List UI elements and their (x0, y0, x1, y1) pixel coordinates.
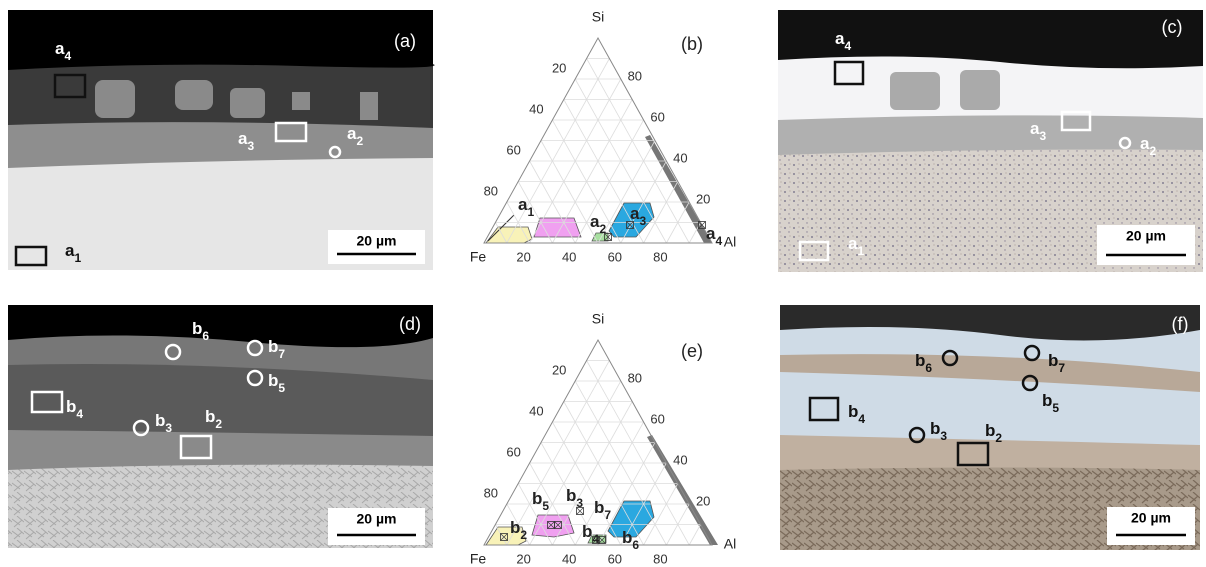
panel-label: (a) (394, 31, 416, 51)
marker-letter: b (985, 421, 995, 440)
marker-letter: b (155, 411, 165, 430)
marker-letter: b (622, 528, 632, 547)
tick-label: 80 (653, 249, 667, 264)
marker-label: b5 (532, 489, 549, 513)
marker-index: 2 (1149, 144, 1156, 158)
marker-index: 4 (715, 234, 722, 248)
marker-letter: b (594, 498, 604, 517)
marker-index: 1 (857, 244, 864, 258)
marker-letter: b (1048, 351, 1058, 370)
figure: (a)20 µma4a3a2a1(c)20 µma4a3a2a1(d)20 µm… (0, 0, 1206, 567)
marker-index: 4 (76, 407, 83, 421)
marker-index: 4 (858, 412, 865, 426)
marker-label: b3 (566, 486, 583, 510)
panel-label: (d) (399, 314, 421, 334)
vertex-label: Fe (470, 551, 487, 567)
marker-letter: b (205, 407, 215, 426)
marker-letter: b (848, 402, 858, 421)
tick-label: 80 (628, 370, 642, 385)
vertex-label: Fe (470, 249, 487, 265)
tick-label: 20 (516, 551, 530, 566)
marker-index: 2 (356, 134, 363, 148)
tick-label: 60 (506, 444, 520, 459)
scale-text: 20 µm (1126, 228, 1166, 244)
tick-label: 40 (529, 101, 543, 116)
marker-label: a1 (518, 195, 534, 219)
marker-index: 4 (592, 532, 599, 546)
scale-text: 20 µm (357, 511, 397, 527)
marker-index: 6 (925, 361, 932, 375)
tick-label: 20 (552, 60, 566, 75)
tick-label: 80 (484, 485, 498, 500)
marker-index: 5 (278, 381, 285, 395)
marker-index: 7 (278, 347, 285, 361)
tick-label: 40 (562, 551, 576, 566)
marker-index: 3 (247, 139, 254, 153)
tick-label: 20 (696, 493, 710, 508)
tick-label: 20 (696, 191, 710, 206)
marker-index: 3 (940, 429, 947, 443)
vertex-label: Al (724, 234, 736, 250)
tick-label: 60 (608, 551, 622, 566)
marker-letter: b (510, 518, 520, 537)
marker-index: 4 (64, 49, 71, 63)
vertex-label: Si (592, 9, 604, 25)
marker-index: 2 (995, 431, 1002, 445)
marker-index: 3 (1039, 129, 1046, 143)
tick-label: 60 (650, 411, 664, 426)
tick-label: 40 (562, 249, 576, 264)
tick-label: 80 (484, 183, 498, 198)
tick-label: 60 (650, 109, 664, 124)
marker-index: 7 (604, 508, 611, 522)
panel-label: (c) (1162, 17, 1183, 37)
tick-label: 40 (529, 403, 543, 418)
marker-index: 2 (520, 528, 527, 542)
marker-index: 6 (202, 329, 209, 343)
scale-text: 20 µm (357, 233, 397, 249)
panel-label: (f) (1172, 314, 1189, 334)
marker-letter: b (66, 397, 76, 416)
marker-index: 3 (576, 496, 583, 510)
marker-index: 7 (1058, 361, 1065, 375)
marker-index: 6 (632, 538, 639, 552)
marker-index: 2 (215, 417, 222, 431)
marker-index: 2 (599, 222, 606, 236)
panel-label: (e) (681, 341, 703, 361)
tick-label: 20 (552, 362, 566, 377)
marker-letter: b (268, 371, 278, 390)
marker-index: 5 (1052, 401, 1059, 415)
marker-letter: b (532, 489, 542, 508)
marker-index: 3 (165, 421, 172, 435)
marker-index: 1 (74, 251, 81, 265)
marker-label: b7 (594, 498, 611, 522)
marker-letter: b (1042, 391, 1052, 410)
marker-letter: b (915, 351, 925, 370)
tick-label: 80 (653, 551, 667, 566)
tick-label: 20 (516, 249, 530, 264)
marker-letter: b (582, 522, 592, 541)
marker-letter: b (930, 419, 940, 438)
marker-label: a4 (706, 224, 722, 248)
vertex-label: Al (724, 536, 736, 552)
marker-index: 3 (639, 214, 646, 228)
marker-letter: b (192, 319, 202, 338)
tick-label: 60 (608, 249, 622, 264)
tick-label: 40 (673, 452, 687, 467)
vertex-label: Si (592, 311, 604, 327)
ternary-grid (689, 525, 700, 546)
marker-index: 1 (527, 205, 534, 219)
tick-label: 80 (628, 68, 642, 83)
marker-letter: b (566, 486, 576, 505)
marker-index: 5 (542, 499, 549, 513)
marker-letter: b (268, 337, 278, 356)
tick-label: 40 (673, 150, 687, 165)
tick-label: 60 (506, 142, 520, 157)
ternary-grid (564, 402, 644, 546)
panel-label: (b) (681, 34, 703, 54)
marker-index: 4 (844, 39, 851, 53)
scale-text: 20 µm (1131, 510, 1171, 526)
